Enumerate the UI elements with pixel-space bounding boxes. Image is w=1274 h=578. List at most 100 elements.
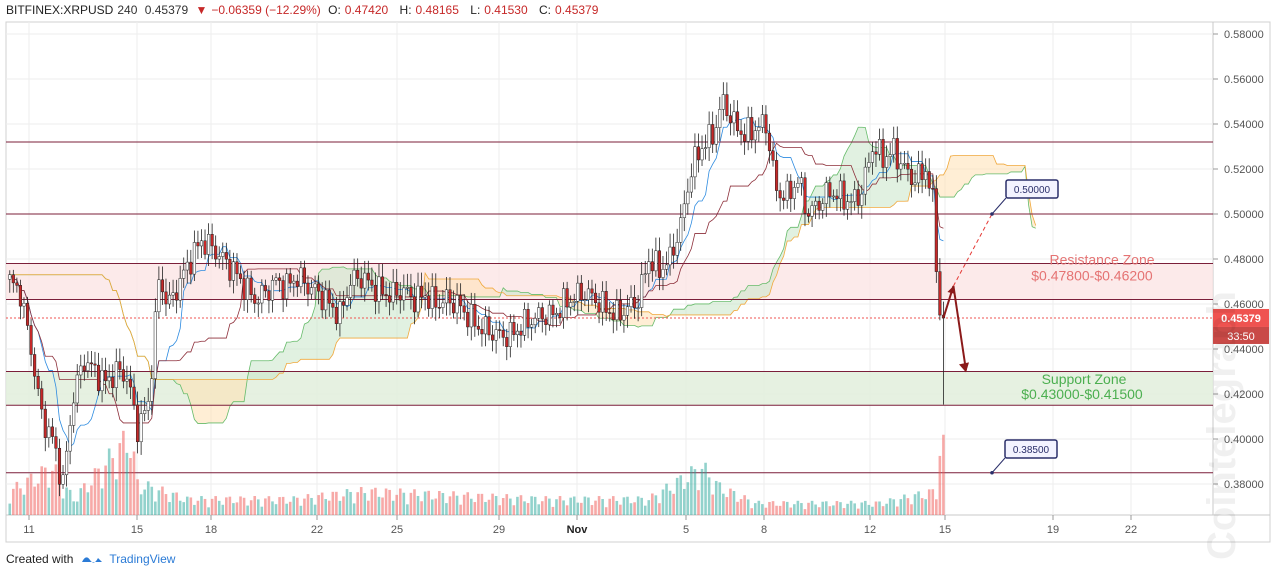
tradingview-link[interactable]: TradingView [109, 552, 176, 566]
candle [349, 274, 353, 309]
volume-bar [864, 500, 867, 515]
candle-body [199, 240, 204, 247]
candle [434, 273, 438, 321]
candle-body [739, 130, 743, 135]
volume-bar [604, 507, 608, 515]
candle [107, 364, 111, 389]
candle [466, 300, 470, 336]
candle-body [558, 313, 562, 318]
candle [292, 274, 296, 297]
tradingview-logo-icon [82, 557, 103, 563]
volume-bar [647, 500, 651, 515]
volume-bar [256, 499, 260, 515]
candle [480, 318, 484, 347]
candle-body [295, 280, 299, 287]
candle [835, 189, 839, 212]
candle-body [345, 297, 349, 306]
volume-bar [796, 500, 800, 515]
candle-body [877, 139, 882, 155]
volume-bar [406, 504, 409, 515]
candle [143, 396, 147, 422]
volume-bar [835, 501, 839, 515]
candle-body [306, 282, 310, 295]
candle-body [128, 378, 133, 388]
volume-bar [601, 499, 604, 515]
volume-bar [182, 502, 186, 515]
volume-bar [335, 491, 338, 515]
candle-body [278, 277, 282, 281]
candle [324, 280, 328, 320]
volume-bar [455, 495, 459, 515]
candle [47, 418, 51, 448]
x-tick-label-4: 25 [391, 524, 403, 536]
volume-bar [438, 491, 441, 515]
close-label: C: [539, 3, 552, 17]
volume-bar [36, 483, 40, 515]
candle-body [288, 273, 292, 284]
volume-bar [409, 492, 413, 515]
volume-bar [505, 494, 509, 515]
candle-body [554, 313, 559, 316]
candle [597, 293, 601, 324]
volume-bar [154, 501, 157, 515]
x-tick-label-8: 8 [761, 524, 767, 536]
candle-body [444, 289, 448, 304]
candle [767, 124, 772, 164]
candle [803, 172, 807, 227]
candle [356, 258, 360, 287]
volume-bar [232, 503, 235, 515]
candle [771, 142, 775, 167]
x-tick-label-9: 12 [864, 524, 876, 536]
candle-body [185, 261, 189, 271]
open-label: O: [328, 3, 341, 17]
volume-bar [892, 499, 896, 515]
price-axis[interactable]: 0.58000 0.56000 0.54000 0.52000 0.50000 0.480… [1213, 29, 1269, 491]
volume-bar [200, 496, 203, 515]
volume-bar [278, 497, 281, 515]
candle [718, 96, 722, 141]
candle-body [909, 168, 914, 185]
candle [664, 251, 669, 276]
candle-body [292, 280, 296, 284]
volume-bar [381, 497, 384, 515]
volume-bar [104, 465, 107, 515]
candle-body [533, 318, 537, 326]
volume-bar [68, 489, 72, 515]
volume-bar [26, 477, 29, 515]
candle [778, 182, 782, 212]
volume-bar [47, 487, 51, 515]
callout-0385-label: 0.38500 [1013, 445, 1050, 456]
volume-bar [658, 503, 661, 515]
volume-bar [569, 497, 572, 515]
candle-body [118, 361, 122, 370]
volume-bar [800, 503, 803, 515]
volume-bar [374, 487, 377, 515]
volume-bar [86, 492, 90, 515]
volume-bar [881, 506, 885, 515]
candle [604, 280, 608, 322]
candle-body [75, 374, 79, 404]
candle-body [377, 276, 381, 302]
candle-body [853, 189, 857, 202]
volume-bar [288, 501, 292, 515]
candle-body [856, 189, 860, 206]
volume-bar [832, 505, 835, 515]
candle [409, 273, 413, 310]
candle [512, 314, 516, 341]
x-tick-label-10: 15 [939, 524, 951, 536]
candle-body [714, 127, 718, 145]
volume-bar [225, 497, 228, 515]
candle-body [334, 306, 338, 324]
candle-body [707, 124, 711, 148]
candle-body [799, 177, 803, 184]
candle-body [8, 274, 12, 280]
candle [750, 106, 754, 149]
footer: Created with TradingView [6, 552, 175, 566]
candle-body [615, 300, 619, 321]
volume-bar [242, 497, 246, 515]
volume-bar [668, 490, 672, 515]
time-axis[interactable]: 11 15 18 22 25 29 Nov 5 8 12 15 19 22 [23, 515, 1137, 536]
volume-bar [768, 501, 771, 515]
candle-body [725, 94, 729, 116]
